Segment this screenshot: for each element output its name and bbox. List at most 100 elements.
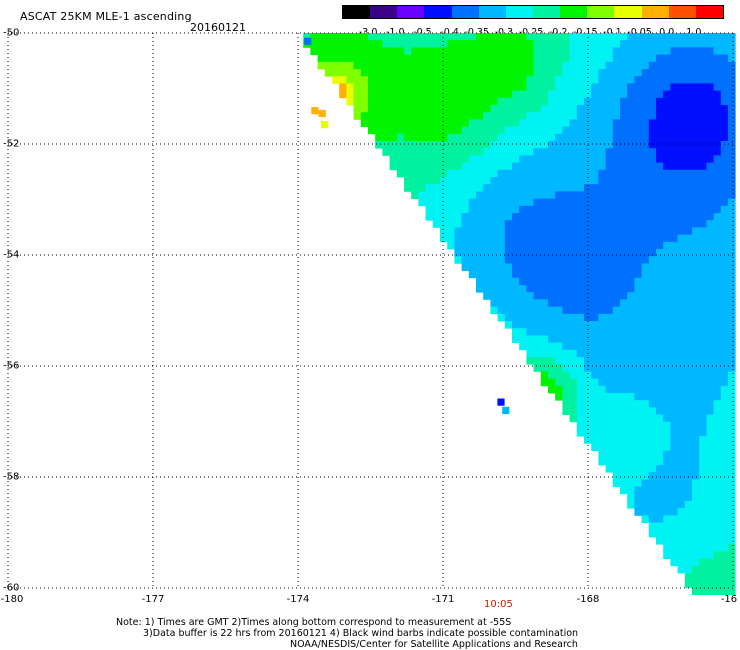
heatmap-cell: [620, 429, 628, 437]
heatmap-cell: [620, 54, 628, 63]
heatmap-cells: [303, 33, 736, 595]
heatmap-cell: [656, 457, 664, 466]
heatmap-cell: [677, 551, 686, 559]
heatmap-cell: [555, 335, 563, 343]
heatmap-cell: [404, 90, 412, 99]
heatmap-cell: [656, 205, 664, 214]
heatmap-cell: [692, 313, 700, 322]
heatmap-cell: [569, 126, 578, 135]
heatmap-cell: [382, 61, 390, 70]
heatmap-cell: [656, 241, 664, 250]
heatmap-cell: [476, 270, 484, 279]
heatmap-cell: [591, 169, 599, 178]
heatmap-cell: [605, 169, 614, 178]
heatmap-cell: [598, 256, 606, 264]
heatmap-cell: [605, 335, 614, 343]
heatmap-cell: [634, 47, 642, 55]
heatmap-cell: [389, 83, 398, 91]
heatmap-cell: [684, 371, 693, 379]
heatmap-cell: [663, 371, 671, 379]
heatmap-cell: [548, 249, 556, 257]
heatmap-cell: [720, 537, 729, 545]
heatmap-cell: [576, 321, 585, 329]
heatmap-cell: [584, 220, 592, 228]
heatmap-cell: [562, 169, 570, 178]
heatmap-cell: [663, 407, 671, 415]
heatmap-cell: [699, 321, 707, 329]
heatmap-cell: [447, 191, 455, 199]
heatmap-cell: [720, 119, 729, 127]
heatmap-cell: [447, 133, 455, 142]
heatmap-cell: [706, 83, 714, 91]
heatmap-cell: [490, 234, 498, 243]
heatmap-cell: [562, 407, 570, 415]
heatmap-cell: [476, 227, 484, 235]
heatmap-cell: [677, 263, 686, 271]
heatmap-cell: [562, 342, 570, 351]
heatmap-cell: [699, 479, 707, 487]
heatmap-cell: [476, 285, 484, 293]
heatmap-cell: [368, 83, 376, 91]
heatmap-cell: [605, 313, 614, 322]
heatmap-cell: [699, 385, 707, 394]
heatmap-cell: [548, 378, 556, 387]
heatmap-cell: [555, 112, 563, 120]
heatmap-cell: [713, 414, 722, 423]
heatmap-cell: [641, 141, 650, 149]
heatmap-cell: [677, 436, 686, 444]
heatmap-cell: [497, 112, 506, 120]
heatmap-cell: [476, 249, 484, 257]
heatmap-cell: [526, 241, 534, 250]
heatmap-cell: [555, 256, 563, 264]
heatmap-cell: [533, 97, 542, 106]
heatmap-cell: [476, 184, 484, 192]
heatmap-cell: [684, 277, 693, 286]
heatmap-cell: [706, 155, 714, 163]
heatmap-point: [321, 121, 329, 129]
heatmap-cell: [728, 378, 736, 387]
heatmap-cell: [605, 421, 614, 430]
heatmap-cell: [591, 436, 599, 444]
heatmap-cell: [447, 61, 455, 70]
heatmap-cell: [396, 162, 405, 171]
heatmap-cell: [584, 47, 592, 55]
heatmap-cell: [684, 148, 693, 156]
heatmap-cell: [346, 69, 354, 77]
y-tick-label: -54: [3, 249, 20, 261]
heatmap-cell: [353, 97, 362, 106]
heatmap-cell: [584, 263, 592, 271]
heatmap-cell: [684, 573, 693, 581]
heatmap-cell: [468, 119, 477, 127]
heatmap-cell: [533, 191, 542, 199]
heatmap-cell: [562, 47, 570, 55]
heatmap-cell: [663, 436, 671, 444]
heatmap-cell: [490, 292, 498, 300]
heatmap-cell: [533, 61, 542, 70]
heatmap-cell: [684, 227, 693, 235]
heatmap-cell: [562, 256, 570, 264]
heatmap-cell: [526, 119, 534, 127]
heatmap-cell: [360, 90, 369, 99]
heatmap-cell: [598, 90, 606, 99]
heatmap-cell: [684, 400, 693, 408]
heatmap-cell: [656, 277, 664, 286]
heatmap-cell: [670, 112, 678, 120]
heatmap-cell: [576, 133, 585, 142]
heatmap-cell: [706, 573, 714, 581]
heatmap-cell: [562, 83, 570, 91]
heatmap-cell: [411, 141, 419, 149]
heatmap-cell: [584, 54, 592, 63]
heatmap-cell: [663, 61, 671, 70]
heatmap-cell: [677, 378, 686, 387]
heatmap-cell: [713, 148, 722, 156]
heatmap-cell: [605, 90, 614, 99]
heatmap-cell: [713, 191, 722, 199]
heatmap-cell: [389, 40, 398, 48]
heatmap-cell: [648, 184, 657, 192]
heatmap-cell: [519, 105, 527, 113]
heatmap-cell: [627, 421, 635, 430]
heatmap-cell: [454, 148, 462, 156]
heatmap-cell: [584, 371, 592, 379]
heatmap-cell: [656, 313, 664, 322]
heatmap-cell: [404, 83, 412, 91]
